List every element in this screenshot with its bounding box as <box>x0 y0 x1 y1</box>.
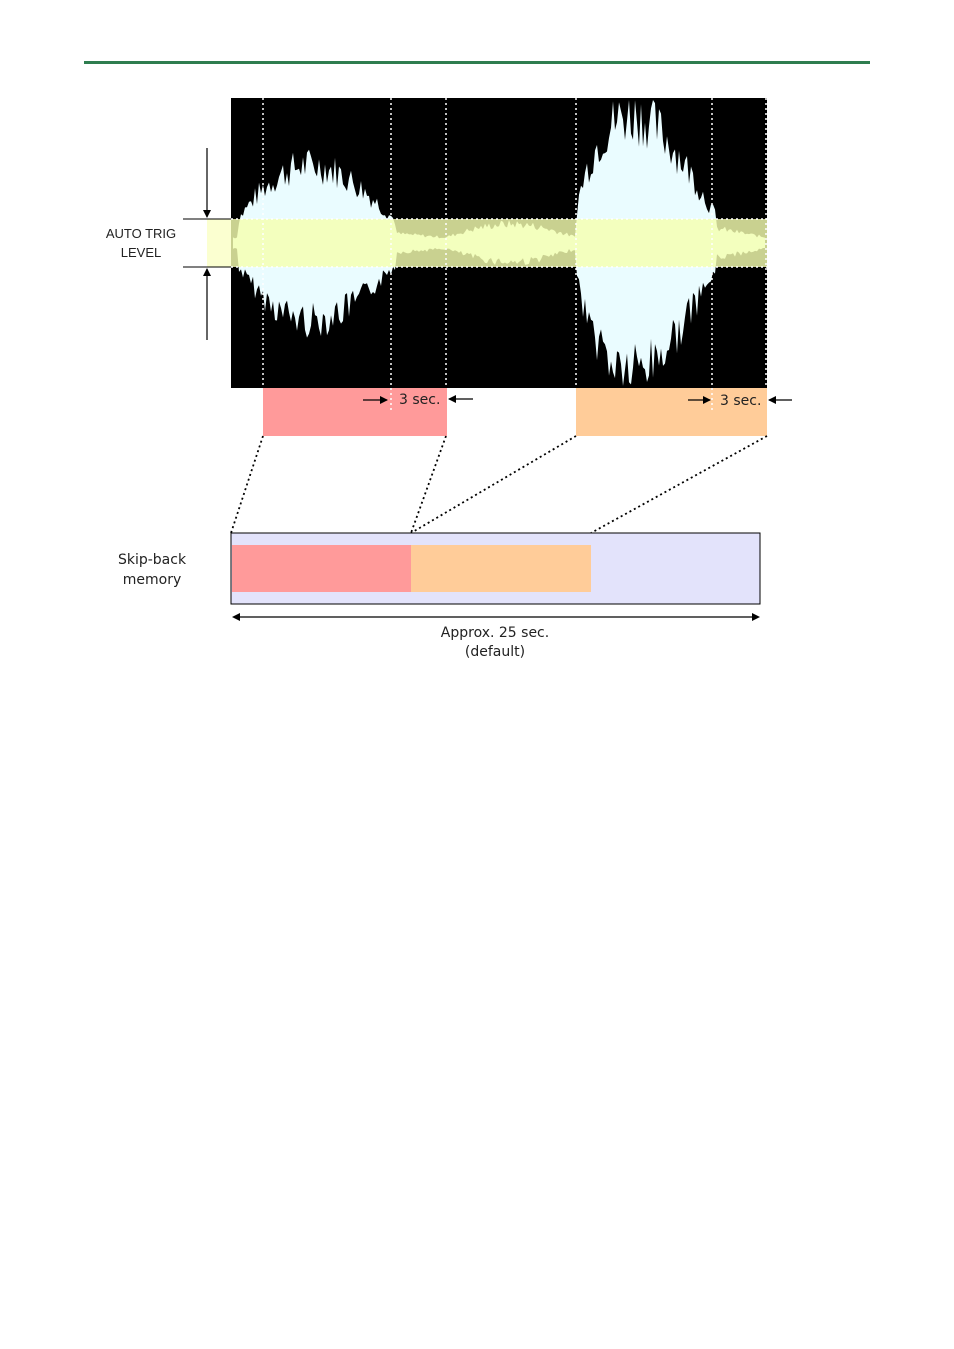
connector-a-left <box>230 435 264 534</box>
duration-arrow-left-head <box>232 613 240 621</box>
duration-label-1: Approx. 25 sec. <box>441 625 549 641</box>
memory-segment-b <box>411 545 591 592</box>
interval-b-label: 3 sec. <box>720 393 761 409</box>
duration-label-2: (default) <box>465 644 525 660</box>
time-markers <box>262 98 767 412</box>
auto-trig-label-1: AUTO TRIG <box>106 226 176 241</box>
auto-trig-band <box>231 219 767 267</box>
segment-a <box>263 388 447 436</box>
auto-trig-band-left <box>207 219 231 267</box>
skip-back-label-1: Skip-back <box>118 552 187 568</box>
interval-a-label: 3 sec. <box>399 392 440 408</box>
skip-back-label-2: memory <box>123 572 182 588</box>
memory-segment-a <box>232 545 411 592</box>
connector-lines <box>230 435 768 534</box>
header-rule <box>84 61 870 64</box>
segment-b <box>576 388 767 436</box>
duration-arrow-right-head <box>752 613 760 621</box>
connector-b-left <box>410 435 577 534</box>
connector-b-right <box>590 435 768 534</box>
connector-a-right <box>410 435 447 534</box>
auto-trig-label-2: LEVEL <box>121 245 161 260</box>
